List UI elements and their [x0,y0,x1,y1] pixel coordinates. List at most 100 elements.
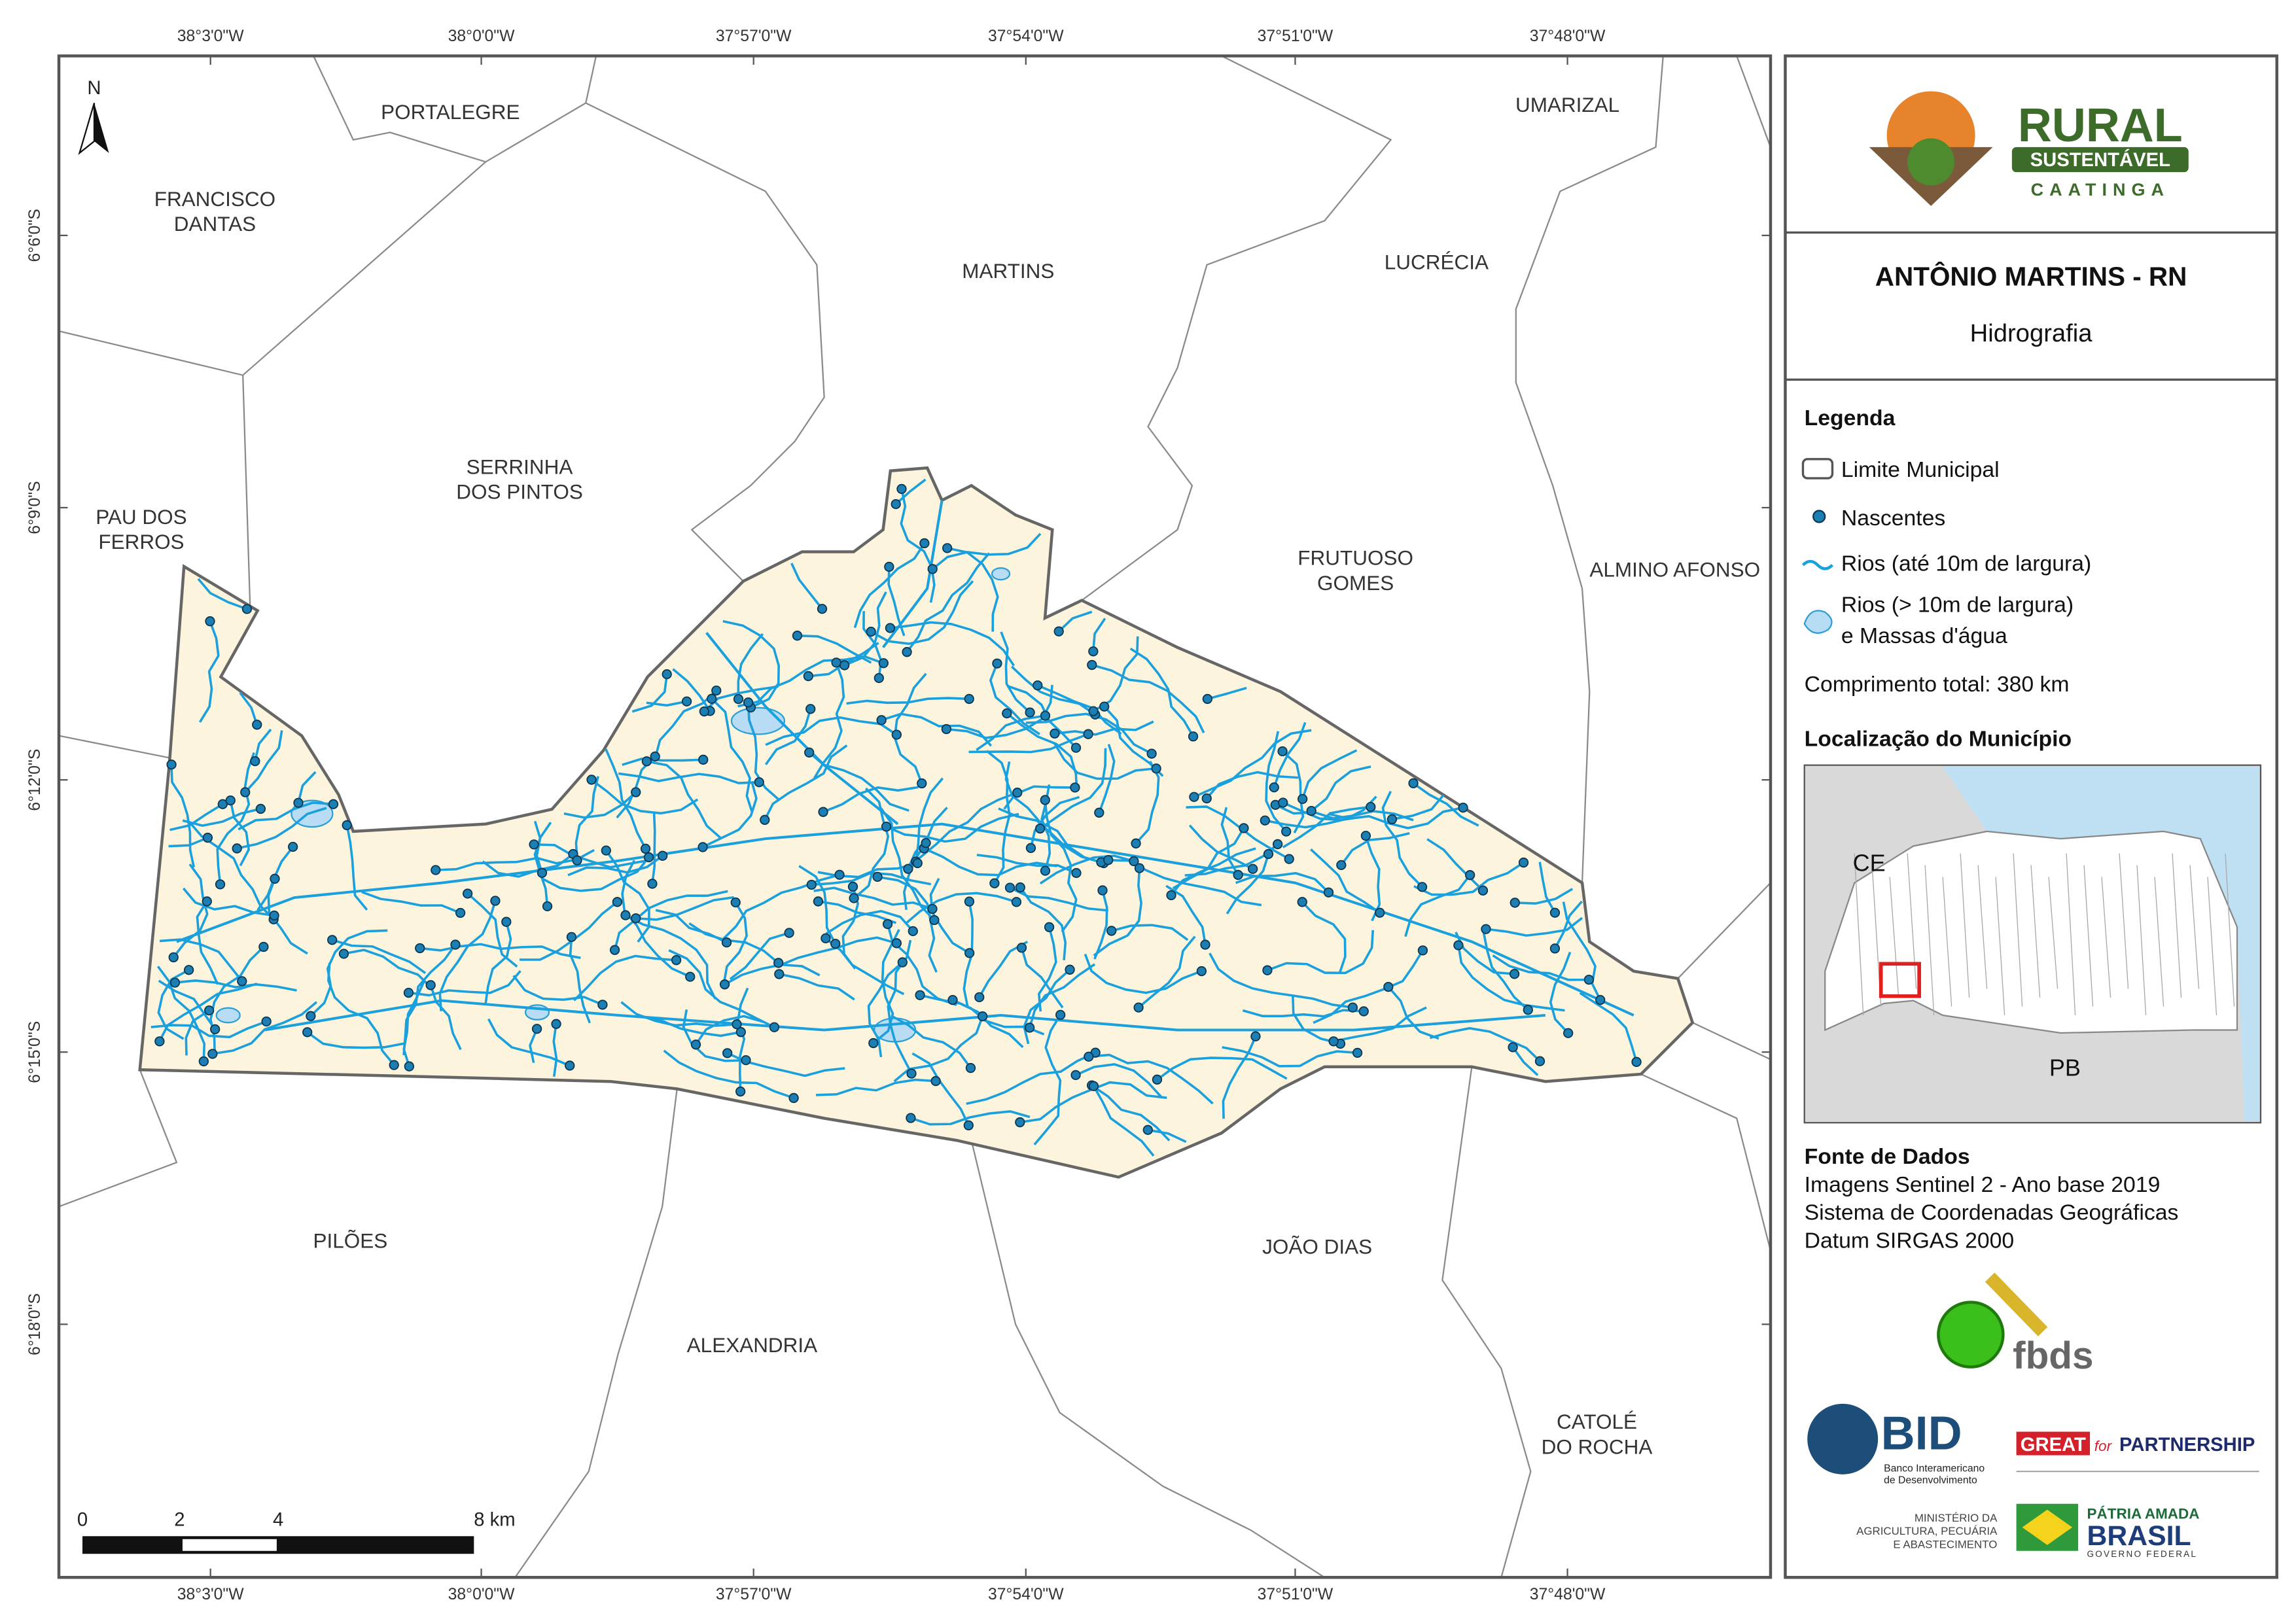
river [618,772,760,784]
river [1511,1046,1539,1076]
river [1207,686,1247,701]
scale-label: 8 km [474,1510,515,1531]
spring [1055,1009,1066,1021]
spring [1071,867,1082,879]
river [1222,1036,1257,1119]
spring [1278,797,1288,808]
river [1310,848,1381,914]
spring [1260,815,1270,826]
spring [1189,792,1199,802]
spring [1034,823,1046,834]
river [870,580,974,645]
spring [978,1011,988,1022]
spring [1070,782,1080,793]
river [1301,901,1347,974]
spring [601,845,611,856]
legend-label: e Massas d'água [1841,623,2007,648]
spring [342,820,352,831]
river [182,807,261,827]
river [1220,807,1239,876]
spring [1481,924,1491,934]
spring [831,657,841,668]
inset-ocean [1943,766,2259,1121]
spring [743,697,754,708]
spring [974,992,985,1003]
bid-name: Banco Interamericano [1884,1463,1985,1474]
river [182,887,275,917]
river [408,969,521,997]
river [197,578,248,610]
river [1028,963,1096,1028]
spring [902,647,912,657]
river [185,1009,210,1056]
river [635,896,735,921]
spring [1070,1070,1081,1081]
river [711,697,754,813]
spring [338,949,349,959]
spring [1133,1002,1144,1013]
spring [1534,1056,1545,1066]
logo-tagline: CAATINGA [2031,180,2170,200]
spring [640,843,651,854]
spring [784,928,794,938]
spring [817,604,828,614]
river [1037,684,1122,735]
spring [963,1120,974,1130]
longitude-label: 38°0'0"W [448,1586,515,1603]
spring [169,977,181,988]
spring [722,1048,733,1058]
sources-line: Imagens Sentinel 2 - Ano base 2019 [1805,1172,2161,1197]
river [655,909,728,944]
spring [1151,763,1161,774]
river [169,803,224,831]
river [853,787,890,899]
river [1265,731,1288,833]
spring [1509,969,1520,979]
river [429,985,462,1051]
bid-logo [1807,1403,1879,1475]
spring [930,1075,941,1087]
legend-symbol [1803,610,1833,634]
spring [876,715,887,725]
spring [240,787,251,797]
river [1038,926,1057,1012]
inset-highlight [1879,962,1921,998]
spring [1306,805,1316,816]
spring [830,939,841,949]
river [1222,1046,1358,1068]
ministry-line: AGRICULTURA, PECUÁRIA [1856,1525,1998,1537]
river [1172,827,1245,890]
river [1003,785,1076,810]
spring [204,1005,215,1016]
great-box [2016,1431,2091,1456]
river [998,807,1102,864]
spring [1083,729,1093,739]
spring [878,658,889,669]
longitude-label: 38°3'0"W [177,27,244,45]
river [910,1110,1031,1126]
inset-internal-boundary [2207,877,2217,1016]
spring [732,1019,742,1030]
spring [754,777,764,788]
river [705,631,899,826]
river [682,1009,746,1062]
spring [1088,706,1099,716]
spring [690,1039,701,1050]
spring [882,918,893,930]
spring [415,943,425,954]
inset-internal-boundary [2101,877,2111,998]
spring [302,1027,313,1038]
river [1281,750,1305,833]
river [1429,1027,1541,1062]
spring [1106,926,1117,936]
neighbour-boundary [1515,56,1664,883]
spring [647,879,658,889]
river [605,748,647,850]
river [533,820,544,873]
spring [450,939,461,950]
river [239,691,258,725]
latitude-label: 6°15'0"S [26,1021,44,1083]
inset-label: CE [1853,850,1886,877]
spring [1088,1081,1099,1091]
fbds-ball [1937,1300,2005,1369]
